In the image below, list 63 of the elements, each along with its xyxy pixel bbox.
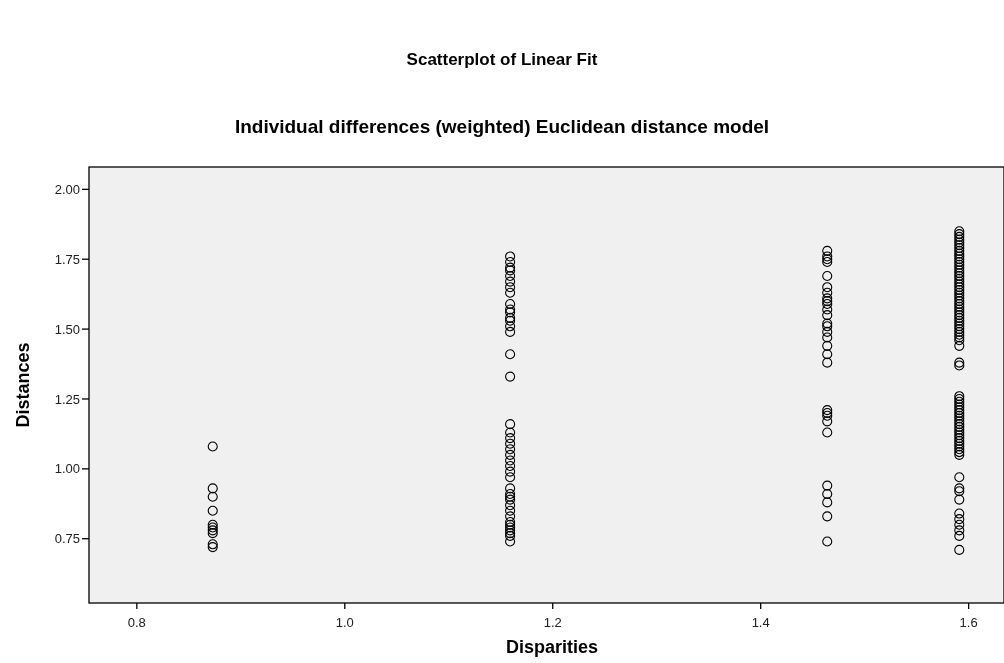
point (505, 427, 516, 438)
point (822, 287, 833, 298)
point (822, 357, 833, 368)
point (822, 416, 833, 427)
point (505, 276, 516, 287)
point (505, 461, 516, 472)
point (505, 270, 516, 282)
point (822, 536, 833, 547)
point (505, 449, 516, 460)
point (822, 497, 833, 508)
point (505, 419, 516, 430)
y-tick-label: 1.75 (54, 251, 80, 267)
y-tick-label: 2.00 (54, 181, 80, 197)
point (822, 340, 833, 351)
point (207, 491, 218, 502)
x-tick-label: 1.6 (959, 615, 978, 630)
y-axis-title: Distances (13, 342, 33, 428)
point (505, 511, 516, 522)
point (822, 270, 833, 282)
y-tick-label: 1.25 (54, 391, 80, 407)
x-axis-title: Disparities (505, 637, 599, 657)
x-tick-label: 1.0 (335, 615, 354, 630)
point (505, 256, 516, 268)
point (822, 349, 833, 360)
point (505, 433, 516, 444)
point (207, 505, 218, 516)
point (505, 287, 516, 298)
point (505, 438, 516, 449)
point (505, 536, 516, 547)
point (505, 349, 516, 360)
point (822, 480, 833, 491)
y-tick-label: 0.75 (54, 531, 80, 547)
point (505, 500, 516, 511)
x-tick-label: 0.8 (127, 615, 146, 630)
point (505, 472, 516, 483)
point (505, 326, 516, 337)
y-tick-label: 1.50 (54, 321, 80, 337)
point (822, 427, 833, 438)
point (207, 441, 218, 452)
point (822, 488, 833, 500)
point (505, 466, 516, 477)
chart-title: Scatterplot of Linear Fit (406, 50, 598, 69)
point (505, 298, 516, 309)
point (822, 304, 833, 315)
point (505, 455, 516, 466)
x-tick-label: 1.4 (751, 615, 770, 630)
point (505, 251, 516, 262)
point (822, 326, 833, 337)
point (822, 511, 833, 522)
point (505, 483, 516, 494)
point (822, 310, 833, 321)
point (822, 332, 833, 343)
point (505, 321, 516, 332)
point (822, 282, 833, 293)
x-tick-label: 1.2 (543, 615, 562, 630)
point (207, 483, 218, 494)
chart-subtitle: Individual differences (weighted) Euclidean distance model (234, 116, 770, 137)
point (505, 282, 516, 293)
y-tick-label: 1.00 (54, 461, 80, 477)
point (822, 245, 833, 256)
point (505, 371, 516, 382)
point (505, 505, 516, 516)
point (505, 444, 516, 455)
